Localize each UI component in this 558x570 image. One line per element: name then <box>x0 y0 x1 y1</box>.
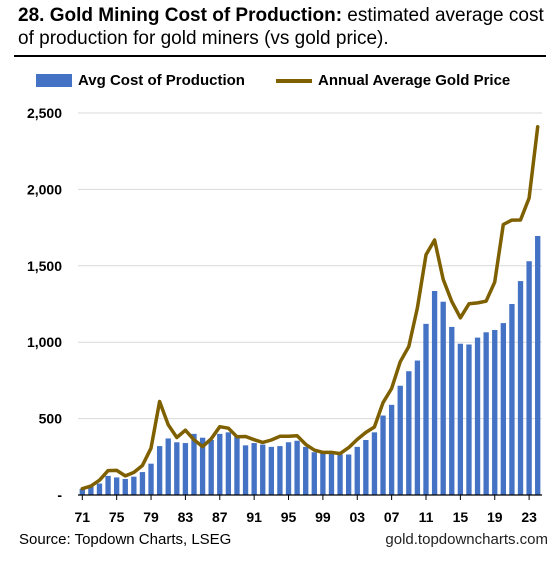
title-divider <box>14 55 546 57</box>
x-tick-label: 75 <box>109 509 125 525</box>
legend-label-price: Annual Average Gold Price <box>318 72 511 89</box>
x-tick-label: 91 <box>246 509 262 525</box>
x-tick-label: 07 <box>384 509 400 525</box>
y-tick-label: 1,500 <box>27 258 62 274</box>
bar-cost <box>535 236 541 495</box>
bar-cost <box>483 332 489 495</box>
bar-cost <box>131 476 137 495</box>
bar-cost <box>354 446 360 495</box>
bar-cost <box>156 446 163 495</box>
bar-cost <box>234 436 240 495</box>
legend-swatch-price <box>276 78 312 83</box>
bar-cost <box>122 478 128 495</box>
bar-cost <box>105 475 111 495</box>
bar-cost <box>260 444 266 495</box>
chart-title-bold: 28. Gold Mining Cost of Production: <box>18 5 343 26</box>
bar-cost <box>328 453 335 495</box>
x-tick-label: 15 <box>453 509 469 525</box>
y-tick-label: 2,000 <box>27 181 62 197</box>
site-url: gold.topdowncharts.com <box>385 531 548 548</box>
bar-cost <box>268 446 274 495</box>
x-tick-label: 99 <box>315 509 331 525</box>
bar-cost <box>371 432 378 495</box>
bar-cost <box>96 483 103 495</box>
bar-cost <box>423 323 429 495</box>
bar-cost <box>303 446 309 495</box>
bar-cost <box>440 301 446 495</box>
y-tick-label: - <box>57 487 62 503</box>
bar-cost <box>320 452 326 495</box>
bar-cost <box>311 452 317 495</box>
bar-cost <box>388 404 395 495</box>
bar-cost <box>165 438 171 495</box>
bar-cost <box>79 488 85 495</box>
x-tick-label: 83 <box>178 509 194 525</box>
chart-title-rest: estimated average cost of production for… <box>18 5 544 49</box>
x-tick-label: 87 <box>212 509 228 525</box>
bar-cost <box>414 360 421 495</box>
bar-cost <box>251 443 257 495</box>
x-tick-label: 11 <box>419 509 434 525</box>
line-gold-price <box>80 125 540 491</box>
bar-cost <box>517 281 524 495</box>
bar-cost <box>380 415 386 495</box>
bar-cost <box>285 442 292 495</box>
legend-item-cost: Avg Cost of Production <box>36 72 245 89</box>
bar-cost <box>225 432 232 495</box>
legend-label-cost: Avg Cost of Production <box>78 72 245 89</box>
bar-cost <box>492 329 498 495</box>
bar-cost <box>199 437 206 495</box>
bar-cost <box>397 385 403 495</box>
x-tick-label: 95 <box>281 509 297 525</box>
x-tick-label: 03 <box>349 509 365 525</box>
y-tick-label: 500 <box>39 411 63 427</box>
bar-cost <box>88 486 94 495</box>
bar-cost <box>114 477 120 495</box>
bar-cost <box>406 371 412 495</box>
bar-cost <box>191 433 197 495</box>
bar-cost <box>346 454 352 495</box>
bar-cost <box>509 304 515 495</box>
bar-cost <box>217 433 223 495</box>
x-tick-label: 79 <box>143 509 159 525</box>
bar-cost <box>363 439 369 495</box>
bar-cost <box>526 261 532 495</box>
bar-cost <box>208 439 214 495</box>
bar-cost <box>182 443 189 495</box>
bar-cost <box>431 291 438 495</box>
bar-cost <box>294 440 300 495</box>
bar-cost <box>449 326 455 495</box>
legend-swatch-cost <box>36 74 72 87</box>
bar-cost <box>337 454 343 495</box>
y-tick-label: 1,000 <box>27 334 62 350</box>
legend-item-price: Annual Average Gold Price <box>276 72 510 89</box>
x-tick-label: 23 <box>521 509 537 525</box>
bar-cost <box>474 337 481 495</box>
bar-cost <box>174 442 180 495</box>
x-tick-label: 19 <box>487 509 503 525</box>
chart-legend: Avg Cost of Production Annual Average Go… <box>0 72 558 92</box>
bar-cost <box>277 446 283 495</box>
y-tick-label: 2,500 <box>27 105 62 121</box>
bar-cost <box>457 343 464 495</box>
bar-cost <box>148 463 154 495</box>
x-tick-label: 71 <box>75 509 91 525</box>
bar-cost <box>242 445 249 495</box>
bar-cost <box>139 472 146 495</box>
chart-title: 28. Gold Mining Cost of Production: esti… <box>18 4 548 50</box>
source-note: Source: Topdown Charts, LSEG <box>19 531 232 548</box>
bar-cost <box>466 344 472 495</box>
bar-cost <box>500 323 506 495</box>
